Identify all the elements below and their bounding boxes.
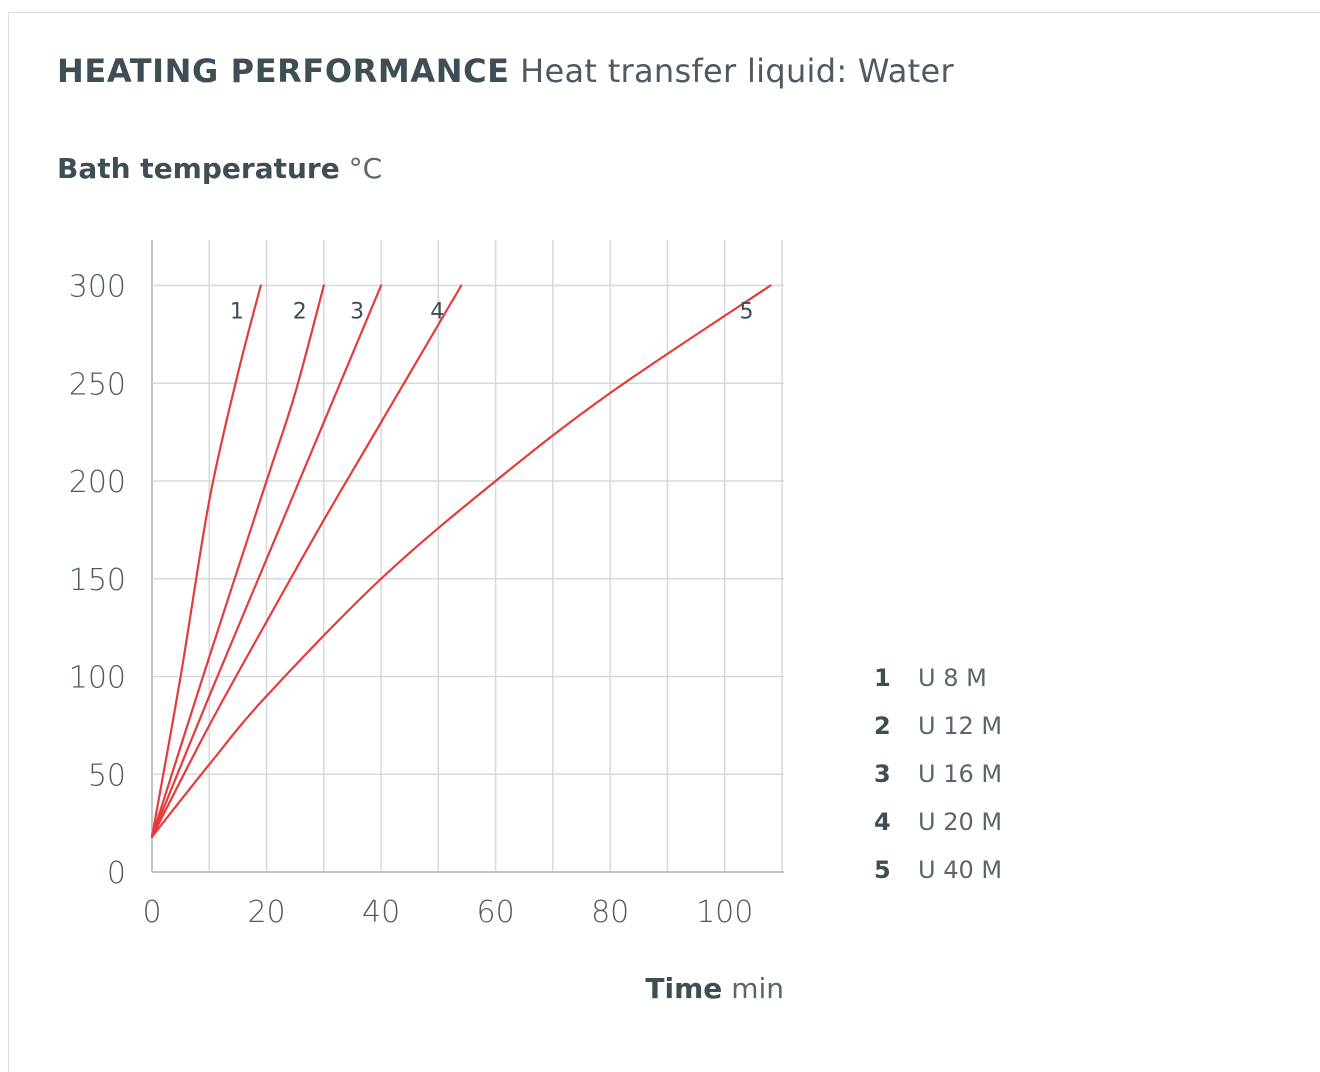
legend-item-1: 1 U 8 M bbox=[874, 654, 1002, 702]
y-axis-label: Bath temperature °C bbox=[57, 152, 382, 185]
series-label-5: 5 bbox=[740, 300, 754, 325]
y-tick-label-250: 250 bbox=[69, 367, 126, 402]
legend-name: U 12 M bbox=[918, 712, 1003, 740]
x-tick-label-40: 40 bbox=[362, 895, 400, 930]
x-tick-label-20: 20 bbox=[247, 895, 285, 930]
x-axis-label: Time min bbox=[540, 972, 784, 1005]
legend-item-2: 2 U 12 M bbox=[874, 702, 1002, 750]
axis-ticks: 0 50 100 150 200 250 300 0 20 40 60 80 100 bbox=[69, 270, 754, 931]
y-tick-label-300: 300 bbox=[69, 270, 126, 305]
x-axis-label-text: Time bbox=[645, 972, 723, 1005]
legend-number: 4 bbox=[874, 808, 891, 836]
y-tick-label-50: 50 bbox=[88, 758, 126, 793]
legend: 1 U 8 M 2 U 12 M 3 U 16 M 4 U 20 M 5 U 40 M bbox=[874, 654, 1002, 894]
x-tick-label-80: 80 bbox=[591, 895, 629, 930]
y-tick-label-100: 100 bbox=[69, 661, 126, 696]
legend-number: 2 bbox=[874, 712, 891, 740]
series-label-2: 2 bbox=[293, 300, 307, 325]
chart-subtitle: Heat transfer liquid: Water bbox=[520, 52, 954, 90]
legend-item-4: 4 U 20 M bbox=[874, 798, 1002, 846]
grid bbox=[151, 240, 784, 873]
x-tick-label-100: 100 bbox=[696, 895, 753, 930]
series-lines bbox=[150, 284, 772, 838]
series-label-1: 1 bbox=[230, 300, 244, 325]
series-line-5 bbox=[150, 284, 772, 838]
series-label-3: 3 bbox=[350, 300, 364, 325]
y-axis-unit: °C bbox=[348, 152, 383, 185]
chart-card bbox=[8, 12, 1320, 1072]
legend-number: 1 bbox=[874, 664, 891, 692]
series-line-2 bbox=[150, 284, 325, 838]
series-line-1 bbox=[150, 284, 262, 838]
legend-number: 3 bbox=[874, 760, 891, 788]
y-tick-label-150: 150 bbox=[69, 563, 126, 598]
chart-title-main: HEATING PERFORMANCE bbox=[57, 52, 510, 90]
legend-name: U 16 M bbox=[918, 760, 1003, 788]
legend-name: U 8 M bbox=[918, 664, 987, 692]
legend-name: U 40 M bbox=[918, 856, 1003, 884]
legend-number: 5 bbox=[874, 856, 891, 884]
x-tick-label-60: 60 bbox=[477, 895, 515, 930]
legend-name: U 20 M bbox=[918, 808, 1003, 836]
x-tick-label-0: 0 bbox=[142, 895, 161, 930]
y-tick-label-200: 200 bbox=[69, 465, 126, 500]
legend-item-3: 3 U 16 M bbox=[874, 750, 1002, 798]
y-axis-label-text: Bath temperature bbox=[57, 152, 340, 185]
series-label-4: 4 bbox=[430, 300, 444, 325]
legend-item-5: 5 U 40 M bbox=[874, 846, 1002, 894]
series-line-4 bbox=[150, 284, 463, 838]
y-tick-label-0: 0 bbox=[107, 856, 126, 891]
series-labels: 1 2 3 4 5 bbox=[230, 300, 754, 325]
chart-title: HEATING PERFORMANCE Heat transfer liquid… bbox=[57, 52, 954, 90]
series-line-3 bbox=[150, 284, 383, 838]
x-axis-unit: min bbox=[731, 972, 784, 1005]
